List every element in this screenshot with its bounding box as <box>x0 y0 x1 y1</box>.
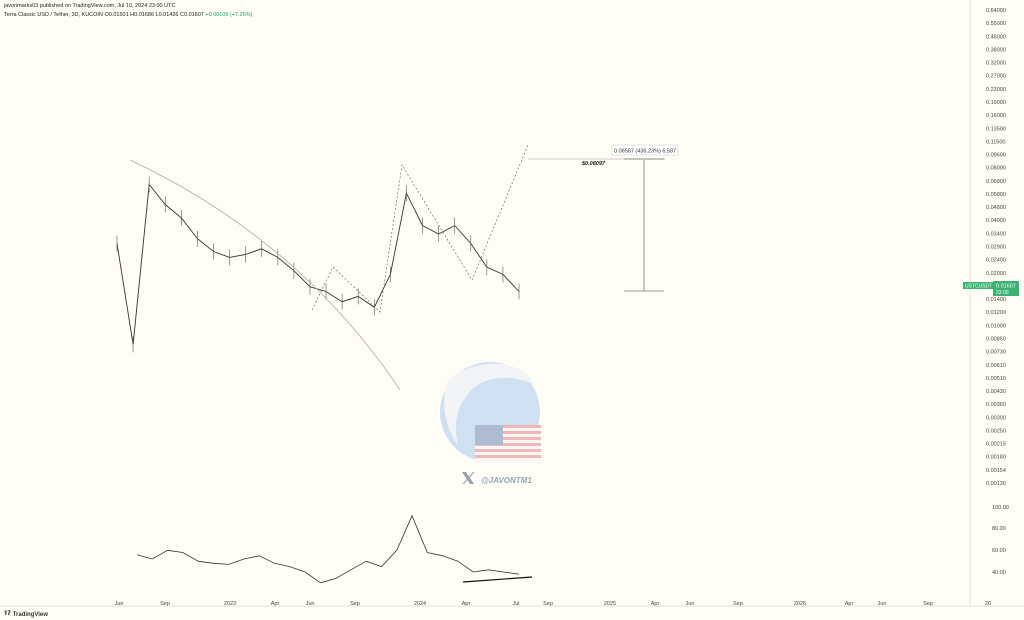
price-tick-label: 0.64000 <box>986 8 1006 14</box>
time-axis-label: Apr <box>651 601 660 607</box>
x-logo-icon <box>462 472 475 484</box>
target-price-label: $0.08097 <box>581 161 606 167</box>
ohlc-values: O0.01501 H0.01686 L0.01426 C0.01607 <box>104 12 204 18</box>
price-tick-label: 0.00300 <box>986 415 1006 421</box>
flag-stripes <box>475 425 541 458</box>
tradingview-brand: TradingView <box>12 611 48 618</box>
price-tick-label: 0.00510 <box>986 376 1006 382</box>
price-line <box>116 183 520 345</box>
time-axis-label: Sep <box>160 601 170 607</box>
price-series <box>116 176 520 353</box>
price-tick-label: 0.02900 <box>986 245 1006 251</box>
price-scale[interactable]: 0.64000 0.55000 0.46000 0.38000 0.32000 0.270… <box>986 8 1006 487</box>
rsi-divergence-line <box>462 576 533 583</box>
price-range-tool <box>611 144 679 292</box>
price-tick-label: 0.01200 <box>986 310 1006 316</box>
price-tick-label: 0.00610 <box>986 363 1006 369</box>
price-tick-label: 0.08000 <box>986 166 1006 172</box>
publisher-line: javonmarks03 published on TradingView.co… <box>4 3 176 9</box>
rsi-tick-label: 100.00 <box>992 505 1009 511</box>
price-tick-label: 0.01000 <box>986 323 1006 329</box>
time-axis-label: Jul <box>512 601 519 607</box>
price-tick-label: 0.03400 <box>986 231 1006 237</box>
time-axis-label: Apr <box>462 601 471 607</box>
price-tick-label: 0.32000 <box>986 61 1006 67</box>
price-tick-label: 0.00250 <box>986 428 1006 434</box>
rsi-tick-label: 40.00 <box>992 570 1006 576</box>
time-axis-label: 20 <box>985 601 991 607</box>
change-value: +0.00109 (+7.26%) <box>205 12 253 18</box>
price-tick-label: 0.00180 <box>986 455 1006 461</box>
time-axis-label: Sep <box>350 601 360 607</box>
time-axis-label: 2026 <box>794 601 806 607</box>
time-axis-label: 2023 <box>224 601 236 607</box>
price-tick-label: 0.04800 <box>986 205 1006 211</box>
price-tick-label: 0.46000 <box>986 34 1006 40</box>
time-axis-label: Sep <box>733 601 743 607</box>
price-tick-label: 0.00360 <box>986 402 1006 408</box>
rsi-line <box>136 514 520 584</box>
projection-path <box>311 144 529 313</box>
price-tick-label: 0.01400 <box>986 297 1006 303</box>
price-tick-label: 0.02400 <box>986 258 1006 264</box>
symbol-title: Terra Classic USD / Tether, 3D, KUCOIN <box>4 12 103 18</box>
price-tick-label: 0.11500 <box>986 139 1005 145</box>
symbol-tag: USTCUSDT <box>965 284 992 290</box>
target-box-label: 0.06587 (436.23%) 6,587 <box>614 149 676 155</box>
last-price-label: 0.01607 <box>996 284 1016 290</box>
rsi-scale[interactable]: 100.00 80.00 60.00 40.00 <box>992 505 1009 576</box>
price-tick-label: 0.05800 <box>986 192 1006 198</box>
rsi-tick-label: 80.00 <box>992 526 1006 532</box>
time-axis-label: Jun <box>306 601 315 607</box>
price-tick-label: 0.55000 <box>986 21 1006 27</box>
price-tick-label: 0.16000 <box>986 113 1006 119</box>
price-tick-label: 0.00850 <box>986 336 1006 342</box>
rsi-tick-label: 60.00 <box>992 548 1006 554</box>
last-price-bg <box>993 281 1019 296</box>
time-axis-label: Sep <box>543 601 553 607</box>
watermark-handle: @JAVONTM1 <box>481 476 532 485</box>
time-axis-label: Jun <box>686 601 695 607</box>
price-tick-label: 0.27000 <box>986 74 1006 80</box>
rsi-series <box>136 514 520 584</box>
time-axis-label: 2024 <box>414 601 426 607</box>
price-tick-label: 0.00430 <box>986 389 1006 395</box>
time-axis-label: Jun <box>878 601 887 607</box>
downtrend-curve <box>129 159 401 391</box>
price-tick-label: 0.38000 <box>986 47 1006 53</box>
price-tick-label: 0.00130 <box>986 481 1006 487</box>
price-tick-label: 0.00730 <box>986 350 1006 356</box>
tradingview-logo-icon: 𝟏𝟕 <box>4 611 11 617</box>
watermark-logo <box>440 362 541 463</box>
symbol-line: Terra Classic USD / Tether, 3D, KUCOIN O… <box>4 12 252 18</box>
price-tick-label: 0.23000 <box>986 87 1006 93</box>
time-axis-label: Apr <box>845 601 854 607</box>
time-axis-label: Apr <box>271 601 280 607</box>
time-axis-label: Sep <box>923 601 933 607</box>
tradingview-footer[interactable]: 𝟏𝟕 TradingView <box>4 611 48 618</box>
price-tick-label: 0.04000 <box>986 218 1006 224</box>
time-axis[interactable]: Jun Sep 2023 Apr Jun Sep 2024 Apr Jul Sep 2025 Apr J… <box>115 601 992 607</box>
price-tick-label: 0.02000 <box>986 271 1006 277</box>
price-tick-label: 0.06800 <box>986 179 1006 185</box>
symbol-tag-bg <box>963 282 993 289</box>
price-tick-label: 0.19000 <box>986 100 1006 106</box>
time-axis-label: 2025 <box>604 601 616 607</box>
price-tick-label: 0.00154 <box>986 468 1006 474</box>
time-axis-label: Jun <box>115 601 124 607</box>
price-tick-label: 0.00215 <box>986 442 1006 448</box>
price-tick-label: 0.13500 <box>986 126 1006 132</box>
price-tick-label: 0.09600 <box>986 153 1006 159</box>
last-price-sub: 23:00 <box>996 290 1009 296</box>
